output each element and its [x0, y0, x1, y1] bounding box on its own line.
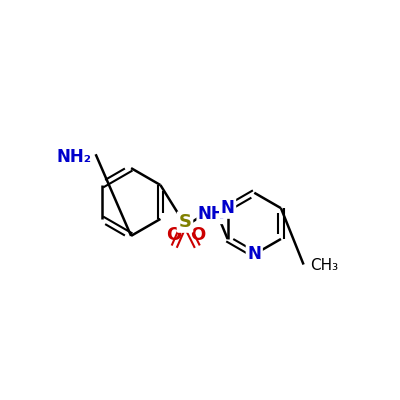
Text: N: N [221, 199, 234, 217]
Text: NH: NH [197, 205, 225, 223]
Text: N: N [247, 245, 261, 263]
Text: NH₂: NH₂ [56, 148, 91, 166]
Text: O: O [190, 226, 205, 244]
Text: S: S [178, 213, 192, 231]
Text: CH₃: CH₃ [310, 258, 338, 273]
Text: O: O [166, 226, 182, 244]
